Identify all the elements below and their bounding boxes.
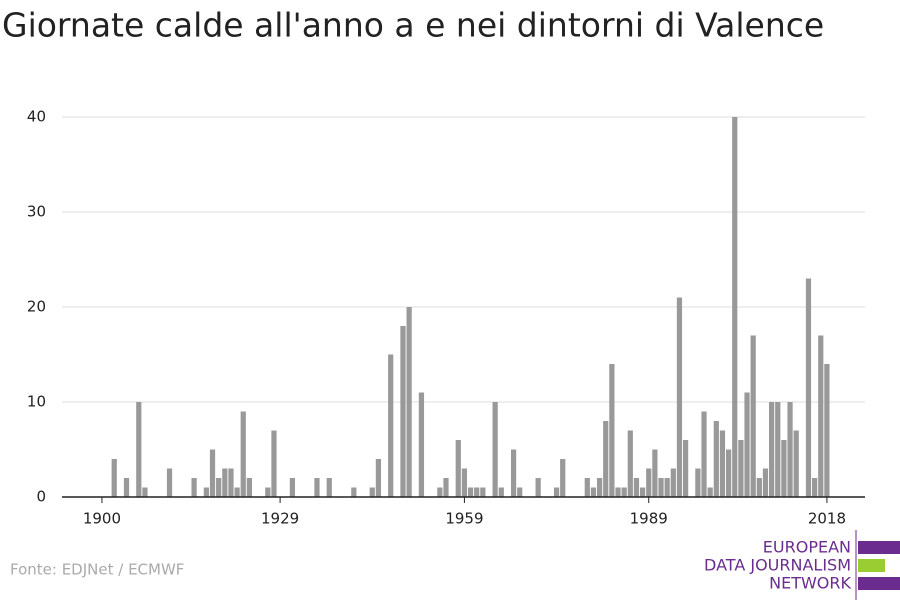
logo-bar	[858, 559, 885, 572]
bar	[111, 459, 117, 497]
bar	[209, 449, 216, 497]
bar	[467, 487, 474, 497]
source: Fonte: EDJNet / ECMWF	[10, 561, 184, 579]
bar	[437, 487, 443, 497]
bar	[498, 487, 504, 497]
bar	[615, 487, 621, 497]
bar	[787, 402, 793, 497]
bar	[388, 354, 394, 497]
bar	[234, 487, 240, 497]
bar	[818, 335, 824, 497]
y-tick-label: 10	[27, 393, 46, 411]
bar	[228, 468, 234, 497]
bar	[713, 421, 719, 497]
bar	[351, 487, 357, 497]
bar	[418, 392, 425, 497]
bar	[707, 487, 713, 497]
logo-bar	[858, 577, 900, 590]
logo-bar	[858, 541, 900, 554]
bar	[191, 478, 197, 497]
bar	[455, 440, 461, 497]
bar	[406, 307, 412, 497]
bar	[646, 468, 652, 497]
bar	[695, 468, 701, 497]
bar	[756, 478, 762, 497]
bar	[584, 478, 590, 497]
y-tick-label: 20	[27, 298, 46, 316]
y-tick-label: 30	[27, 203, 46, 221]
bar	[271, 430, 277, 497]
x-tick-label: 1929	[261, 510, 299, 528]
bar	[240, 411, 246, 497]
bar	[461, 468, 468, 497]
x-tick-label: 1989	[630, 510, 668, 528]
bar	[775, 402, 781, 497]
bar	[222, 468, 228, 497]
bar	[633, 478, 640, 497]
bar	[652, 449, 658, 497]
bar	[590, 487, 597, 497]
y-tick-label: 0	[36, 488, 46, 506]
bar	[553, 487, 560, 497]
bar	[658, 478, 664, 497]
logo-text: EUROPEAN	[763, 538, 851, 557]
bar	[142, 487, 148, 497]
bar	[732, 117, 738, 497]
bar	[289, 478, 296, 497]
logo-text: DATA JOURNALISM	[704, 556, 851, 575]
bar	[627, 430, 633, 497]
bar	[750, 335, 756, 497]
bar	[603, 421, 609, 497]
bar	[123, 478, 130, 497]
bar	[517, 487, 523, 497]
y-tick-label: 40	[27, 108, 46, 126]
bar	[216, 478, 222, 497]
bar	[639, 487, 646, 497]
bar	[166, 468, 173, 497]
logo-text: NETWORK	[769, 574, 851, 593]
bar	[769, 402, 775, 497]
bar	[670, 468, 676, 497]
bar	[314, 478, 320, 497]
bar	[621, 487, 627, 497]
bar	[762, 468, 769, 497]
bar	[744, 392, 750, 497]
bar	[474, 487, 480, 497]
bar	[812, 478, 818, 497]
bar	[676, 297, 683, 497]
x-tick-label: 1959	[445, 510, 483, 528]
bar	[246, 478, 252, 497]
bar	[136, 402, 142, 497]
bar	[682, 440, 689, 497]
bar	[400, 326, 406, 497]
chart-title: Giornate calde all'anno a e nei dintorni…	[2, 6, 824, 45]
bar	[609, 364, 615, 497]
bar	[824, 364, 830, 497]
bar	[326, 478, 332, 497]
bar	[596, 478, 603, 497]
bar	[443, 478, 449, 497]
x-tick-label: 1900	[83, 510, 121, 528]
bar	[535, 478, 541, 497]
bar	[375, 459, 382, 497]
bar	[510, 449, 517, 497]
bar	[738, 440, 744, 497]
bar	[725, 449, 732, 497]
bar	[805, 278, 812, 497]
bar	[265, 487, 271, 497]
bar	[719, 430, 726, 497]
bar	[781, 440, 787, 497]
bar	[560, 459, 566, 497]
bar	[480, 487, 486, 497]
bar	[203, 487, 209, 497]
bar	[664, 478, 670, 497]
bar	[369, 487, 375, 497]
bar	[492, 402, 498, 497]
bar	[701, 411, 707, 497]
x-tick-label: 2018	[808, 510, 846, 528]
bar	[793, 430, 799, 497]
